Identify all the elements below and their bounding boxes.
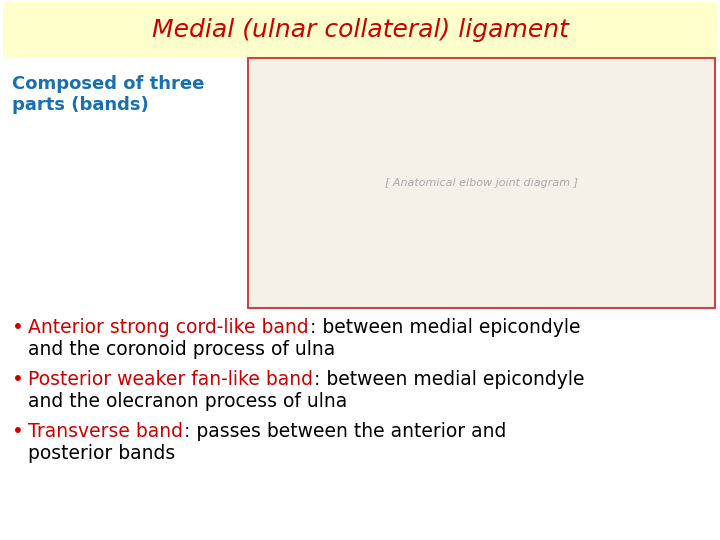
Text: and the olecranon process of ulna: and the olecranon process of ulna <box>28 392 347 411</box>
Text: posterior bands: posterior bands <box>28 444 175 463</box>
Text: Medial (ulnar collateral) ligament: Medial (ulnar collateral) ligament <box>152 18 568 42</box>
FancyBboxPatch shape <box>3 2 717 58</box>
Text: Posterior weaker fan-like band: Posterior weaker fan-like band <box>28 370 313 389</box>
Text: Anterior strong cord-like band: Anterior strong cord-like band <box>28 318 309 337</box>
Text: and the coronoid process of ulna: and the coronoid process of ulna <box>28 340 336 359</box>
Text: : passes between the anterior and: : passes between the anterior and <box>184 422 506 441</box>
Text: [ Anatomical elbow joint diagram ]: [ Anatomical elbow joint diagram ] <box>385 178 578 188</box>
Bar <box>248 58 715 308</box>
Text: : between medial epicondyle: : between medial epicondyle <box>310 318 580 337</box>
Text: Transverse band: Transverse band <box>28 422 183 441</box>
Text: Composed of three
parts (bands): Composed of three parts (bands) <box>12 75 204 114</box>
Text: : between medial epicondyle: : between medial epicondyle <box>314 370 585 389</box>
Text: •: • <box>12 370 24 389</box>
Text: •: • <box>12 318 24 337</box>
Text: •: • <box>12 422 24 441</box>
